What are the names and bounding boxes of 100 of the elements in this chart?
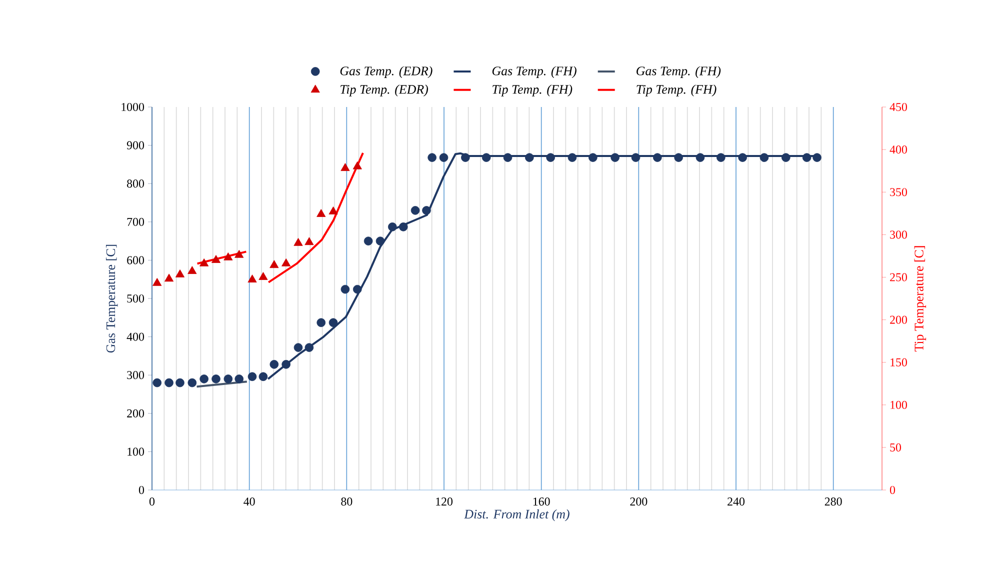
point — [461, 153, 470, 162]
point — [631, 153, 640, 162]
y-tick-label: 600 — [127, 256, 144, 264]
y-axis-title: Gas Temperature [C] — [106, 244, 118, 353]
point — [248, 372, 257, 382]
point — [738, 153, 747, 162]
point — [352, 161, 362, 170]
point — [388, 222, 397, 232]
point — [328, 206, 338, 214]
point — [211, 255, 221, 263]
legend-label: Tip Temp. (FH) — [636, 84, 716, 96]
y-tick-label: 300 — [127, 371, 144, 380]
y-tick-label: 700 — [127, 218, 144, 226]
line-series — [268, 152, 364, 284]
point — [200, 258, 209, 266]
point — [188, 266, 197, 274]
point — [376, 236, 385, 246]
point — [340, 163, 350, 171]
point — [176, 378, 184, 388]
point — [164, 378, 174, 388]
legend-label: Tip Temp. (FH) — [492, 84, 572, 96]
y2-tick-label: 250 — [890, 273, 907, 282]
point — [568, 153, 577, 162]
point — [224, 252, 233, 260]
legend-label: Gas Temp. (EDR) — [340, 66, 432, 78]
point — [270, 360, 279, 369]
y2-tick-label: 200 — [890, 316, 907, 324]
point — [152, 378, 162, 388]
y-tick-label: 100 — [128, 448, 144, 456]
point — [525, 153, 534, 162]
point — [674, 153, 683, 162]
point — [760, 153, 769, 162]
point — [294, 238, 303, 246]
point — [781, 153, 790, 162]
point — [304, 343, 314, 352]
point — [234, 374, 244, 384]
y-tick-label: 200 — [127, 409, 144, 418]
y2-tick-label: 450 — [890, 102, 907, 112]
point — [200, 374, 208, 384]
x-tick-label: 240 — [728, 498, 745, 506]
y2-tick-label: 100 — [890, 400, 907, 409]
point — [716, 153, 726, 162]
y-tick-label: 400 — [126, 332, 144, 341]
point — [364, 236, 373, 246]
point — [352, 284, 362, 294]
point — [503, 153, 512, 162]
y2-tick-label: 0 — [890, 486, 896, 494]
x-tick-label: 160 — [533, 498, 550, 506]
point — [212, 374, 220, 384]
x-tick-label: 0 — [149, 498, 155, 506]
point — [439, 153, 448, 162]
y2-tick-label: 350 — [890, 188, 907, 196]
point — [812, 153, 822, 162]
point — [802, 153, 812, 162]
point — [248, 274, 257, 282]
x-axis-title: Dist. From Inlet (m) — [464, 509, 570, 522]
point — [316, 318, 326, 328]
legend-label: Gas Temp. (FH) — [492, 66, 576, 78]
point — [188, 378, 197, 388]
point — [152, 278, 162, 286]
y-tick-label: 800 — [127, 180, 144, 188]
point — [270, 260, 279, 268]
point — [164, 274, 174, 282]
point — [422, 206, 431, 215]
point — [175, 269, 185, 278]
point — [610, 153, 620, 162]
point — [282, 360, 290, 369]
legend-label: Tip Temp. (EDR) — [340, 84, 428, 96]
x-tick-label: 280 — [824, 498, 842, 506]
y2-tick-label: 300 — [890, 230, 907, 239]
legend-label: Gas Temp. (FH) — [636, 66, 721, 78]
point — [258, 372, 268, 382]
point — [340, 284, 350, 294]
point — [304, 237, 314, 246]
y-tick-label: 500 — [127, 294, 144, 303]
point — [482, 153, 491, 162]
point — [258, 272, 268, 280]
point — [398, 222, 408, 232]
y2-tick-label: 150 — [890, 358, 907, 366]
x-tick-label: 120 — [436, 498, 453, 506]
x-tick-label: 200 — [630, 498, 648, 506]
y-tick-label: 0 — [138, 486, 144, 494]
point — [653, 153, 662, 162]
point — [224, 374, 233, 384]
point — [410, 206, 420, 215]
point — [546, 153, 555, 162]
y2-axis-title: Tip Temperature [C] — [914, 246, 926, 352]
point — [696, 153, 705, 162]
point — [282, 258, 291, 266]
y2-tick-label: 400 — [890, 146, 907, 154]
y-tick-label: 1000 — [122, 102, 144, 112]
point — [328, 318, 338, 328]
point — [234, 250, 244, 258]
y-tick-label: 900 — [126, 141, 144, 150]
x-tick-label: 40 — [244, 498, 255, 506]
point — [294, 343, 303, 352]
point — [588, 153, 598, 162]
point — [316, 209, 326, 217]
y2-tick-label: 50 — [890, 443, 902, 452]
x-tick-label: 80 — [341, 498, 352, 506]
